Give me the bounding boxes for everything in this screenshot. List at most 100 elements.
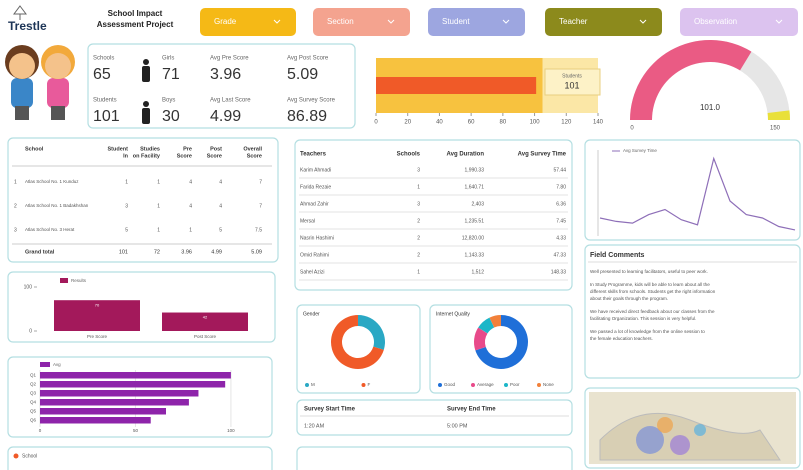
label: 3: [417, 167, 420, 173]
legend-label: Avg: [53, 362, 61, 367]
label: Field Comments: [590, 252, 645, 259]
label: Students: [562, 73, 582, 79]
label: 1: [157, 179, 160, 185]
filter-button[interactable]: [680, 8, 798, 36]
bar: [40, 381, 226, 388]
kpi-label: Avg Pre Score: [210, 56, 249, 62]
x-tick-label: 100: [530, 120, 541, 126]
bar: [40, 417, 151, 424]
legend-swatch: [60, 278, 68, 283]
label: Internet Quality: [436, 311, 470, 317]
legend-swatch: [504, 383, 508, 387]
card: [584, 244, 801, 379]
legend-label: None: [543, 382, 554, 387]
filter-button[interactable]: [313, 8, 410, 36]
filter-button[interactable]: [545, 8, 662, 36]
kpi-value: 101: [93, 108, 120, 125]
legend-label: F: [368, 382, 371, 387]
label: 3.96: [181, 249, 192, 255]
dropdown-arrow: [639, 19, 647, 24]
column-header: Avg Duration: [447, 152, 485, 158]
filter-dropdown[interactable]: Section: [313, 8, 410, 36]
filter-button[interactable]: [428, 8, 525, 36]
legend-label: Average: [477, 382, 494, 387]
label: 1: [125, 179, 128, 185]
label: Karim Ahmadi: [300, 167, 331, 173]
column-header: Overall: [243, 146, 262, 152]
x-tick-label: 60: [468, 120, 475, 126]
legend-swatch: [537, 383, 541, 387]
label: 1: [189, 227, 192, 233]
x-tick-label: Pre Score: [87, 334, 108, 339]
card: [294, 139, 573, 291]
label: Gender: [303, 311, 320, 317]
kpi-label: Boys: [162, 98, 175, 104]
column-header: Survey Start Time: [304, 407, 356, 413]
filter-dropdown[interactable]: Teacher: [545, 8, 662, 36]
gauge-value: [630, 39, 752, 120]
title: Assessment Project: [97, 20, 174, 29]
kid-legs: [15, 106, 29, 120]
label: Atlas School No. 1 Kunduz: [25, 179, 79, 184]
kpi-label: Students: [93, 98, 117, 104]
map-marker: [694, 424, 706, 436]
label: 2: [417, 235, 420, 241]
kpi-label: Avg Survey Score: [287, 98, 336, 104]
bullet-bar: [376, 77, 537, 94]
kid-body: [11, 78, 33, 108]
donut-slice: [474, 327, 488, 351]
label: 5: [219, 227, 222, 233]
line: [599, 156, 796, 231]
label: Grand total: [25, 249, 55, 255]
bar: [40, 372, 231, 379]
map-marker: [670, 435, 690, 455]
label: Well presented to learning facilitators,…: [590, 269, 708, 274]
kid-face: [45, 53, 71, 79]
legend-label: Results: [71, 278, 87, 283]
kpi-value: 5.09: [287, 66, 318, 83]
card: [7, 137, 279, 263]
y-tick-label: Q2: [30, 381, 37, 386]
filter-label: Grade: [214, 17, 237, 26]
legend-label: M: [311, 382, 315, 387]
x-tick-label: 50: [133, 428, 139, 433]
legend-label: Poor: [510, 382, 520, 387]
label: 7: [259, 203, 262, 209]
filter-label: Section: [327, 17, 354, 26]
column-header: Post: [210, 146, 222, 152]
column-header: School: [25, 146, 44, 152]
x-tick-label: 100: [227, 428, 235, 433]
filter-button[interactable]: [200, 8, 296, 36]
filter-dropdown[interactable]: Observation: [680, 8, 798, 36]
person-icon: [143, 59, 149, 65]
label: 1,235.51: [465, 218, 485, 224]
label: 4: [189, 203, 192, 209]
label: 150: [770, 126, 781, 132]
logo-text: Trestle: [8, 19, 47, 33]
label: Sahel Azizi: [300, 269, 324, 275]
label: 1: [417, 184, 420, 190]
map-marker: [636, 426, 664, 454]
label: 2: [417, 252, 420, 258]
x-tick-label: 20: [404, 120, 411, 126]
label: the female education teachers.: [590, 336, 653, 341]
x-tick-label: 120: [561, 120, 572, 126]
label: 7.45: [556, 218, 566, 224]
data-label: 70: [95, 302, 100, 307]
filter-dropdown[interactable]: Student: [428, 8, 525, 36]
bar: [54, 300, 140, 331]
label: Omid Rahimi: [300, 252, 329, 258]
y-tick-label: 0: [29, 328, 32, 334]
kpi-label: Avg Last Score: [210, 98, 251, 104]
filter-dropdown[interactable]: Grade: [200, 8, 296, 36]
legend-swatch: [305, 383, 309, 387]
label: 101.0: [700, 103, 721, 112]
label: 57.44: [553, 167, 566, 173]
kid-legs: [51, 106, 65, 120]
column-header: Score: [177, 153, 192, 159]
label: We passed a lot of knowledge from the on…: [590, 329, 705, 334]
kpi-value: 86.89: [287, 108, 327, 125]
card: [7, 271, 276, 343]
column-header: Survey End Time: [447, 407, 496, 413]
